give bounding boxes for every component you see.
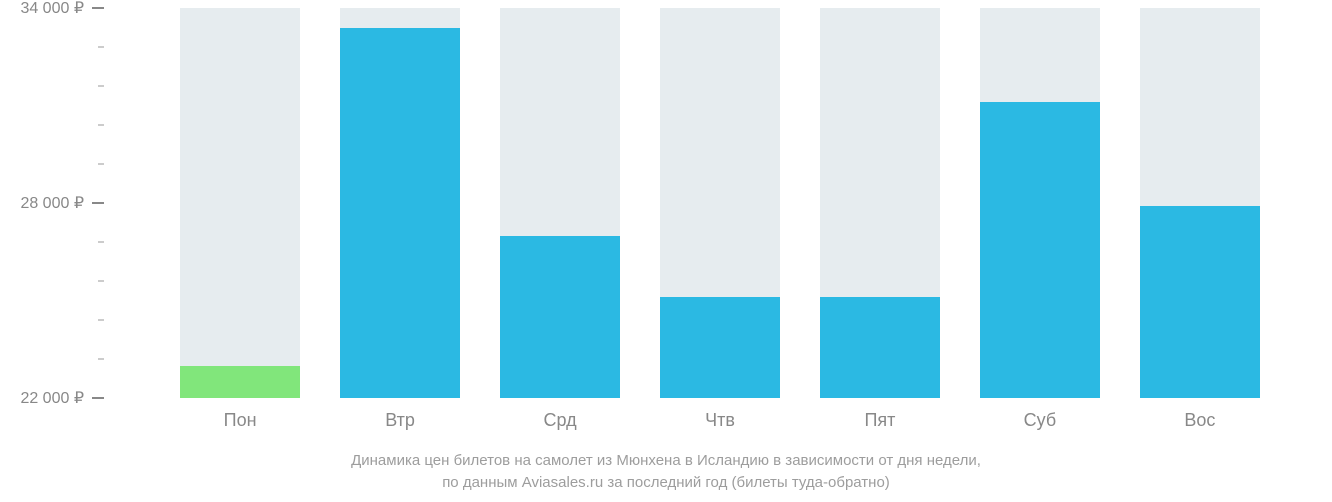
chart-caption-line1: Динамика цен билетов на самолет из Мюнхе… [0,450,1332,471]
y-axis-tick-label: 22 000 ₽ [20,388,84,408]
y-axis-major-tick: 22 000 ₽ [20,388,104,408]
y-axis-tick-mark [92,397,104,399]
y-axis-major-tick: 34 000 ₽ [20,0,104,18]
x-axis-label: Пон [224,410,257,431]
y-axis-minor-tick-mark [98,280,104,282]
y-axis: 22 000 ₽28 000 ₽34 000 ₽ [0,8,120,398]
bar [500,236,620,399]
bar [340,28,460,399]
y-axis-tick-label: 28 000 ₽ [20,193,84,213]
bar-background [180,8,300,398]
x-axis-labels: Пон Втр Срд Чтв Пят Суб Вос [120,410,1320,440]
y-axis-minor-tick-mark [98,358,104,360]
chart-caption-line2: по данным Aviasales.ru за последний год … [0,472,1332,493]
y-axis-minor-tick [90,241,104,243]
y-axis-major-tick: 28 000 ₽ [20,193,104,213]
bar-slot [340,8,460,398]
bar-slot [1140,8,1260,398]
y-axis-minor-tick [90,85,104,87]
bar [980,102,1100,398]
bar-slot [980,8,1100,398]
y-axis-tick-mark [92,202,104,204]
y-axis-tick-mark [92,7,104,9]
x-axis-label: Вос [1184,410,1215,431]
bar [1140,206,1260,398]
bar-slot [660,8,780,398]
price-by-weekday-chart: 22 000 ₽28 000 ₽34 000 ₽ ПонВтрСрдЧтвПят… [0,0,1332,502]
y-axis-minor-tick [90,358,104,360]
x-axis-label: Пят [864,410,895,431]
plot-area [120,8,1320,398]
y-axis-minor-tick [90,163,104,165]
y-axis-minor-tick-mark [98,124,104,126]
y-axis-minor-tick-mark [98,46,104,48]
y-axis-minor-tick [90,280,104,282]
y-axis-minor-tick-mark [98,85,104,87]
y-axis-minor-tick-mark [98,241,104,243]
y-axis-minor-tick [90,46,104,48]
x-axis-label: Срд [543,410,576,431]
bar-slot [500,8,620,398]
bar [180,366,300,399]
x-axis-label: Суб [1024,410,1057,431]
y-axis-tick-label: 34 000 ₽ [20,0,84,18]
y-axis-minor-tick-mark [98,319,104,321]
x-axis-label: Втр [385,410,415,431]
y-axis-minor-tick [90,319,104,321]
y-axis-minor-tick [90,124,104,126]
bar [660,297,780,398]
x-axis-label: Чтв [705,410,735,431]
bar-slot [180,8,300,398]
y-axis-minor-tick-mark [98,163,104,165]
bar-slot [820,8,940,398]
bar [820,297,940,398]
